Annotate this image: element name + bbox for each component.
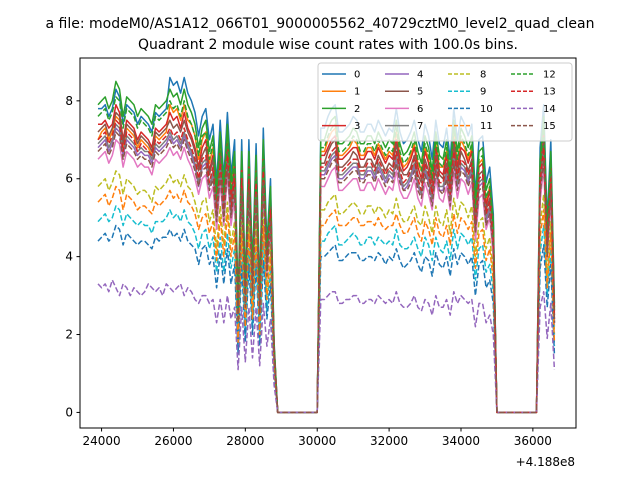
- legend-label-12: 12: [543, 70, 556, 81]
- figure-suptitle: a file: modeM0/AS1A12_066T01_9000005562_…: [46, 16, 595, 32]
- legend-label-7: 7: [417, 121, 423, 132]
- x-axis-ticks: 24000 26000 28000 30000 32000 34000 36000: [82, 428, 552, 448]
- legend-label-2: 2: [354, 104, 360, 115]
- x-tick-label: 24000: [82, 434, 120, 448]
- series-line-7: [97, 123, 556, 414]
- y-tick-label: 0: [65, 405, 73, 419]
- legend-label-4: 4: [417, 70, 423, 81]
- legend-label-8: 8: [480, 70, 486, 81]
- legend-label-13: 13: [543, 87, 556, 98]
- x-tick-label: 30000: [298, 434, 336, 448]
- series-line-15: [97, 131, 556, 414]
- y-axis-ticks: 0 2 4 6 8: [65, 94, 80, 419]
- y-tick-label: 8: [65, 94, 73, 108]
- x-tick-label: 26000: [154, 434, 192, 448]
- legend-frame: [317, 62, 573, 142]
- legend-label-9: 9: [480, 87, 486, 98]
- legend-label-10: 10: [480, 104, 493, 115]
- series-line-11: [97, 185, 556, 414]
- legend-label-14: 14: [543, 104, 556, 115]
- series-line-14: [97, 279, 556, 414]
- series-line-12: [97, 96, 556, 414]
- plot-area: 24000 26000 28000 30000 32000 34000 36000 0 2 4 6…: [65, 57, 577, 448]
- legend-label-11: 11: [480, 121, 493, 132]
- x-tick-label: 34000: [442, 434, 480, 448]
- x-tick-label: 28000: [226, 434, 264, 448]
- series-line-13: [97, 119, 556, 414]
- y-tick-label: 6: [65, 172, 73, 186]
- legend-label-5: 5: [417, 87, 423, 98]
- chart-title: Quadrant 2 module wise count rates with …: [138, 37, 518, 53]
- legend-label-6: 6: [417, 104, 423, 115]
- axes-frame: [79, 57, 577, 429]
- series-line-8: [97, 170, 556, 414]
- legend-label-3: 3: [354, 121, 360, 132]
- x-offset-label: +4.188e8: [516, 455, 575, 469]
- series-lines: [97, 76, 556, 414]
- series-line-9: [97, 205, 556, 414]
- x-tick-label: 32000: [370, 434, 408, 448]
- y-tick-label: 4: [65, 250, 73, 264]
- series-line-10: [97, 224, 556, 414]
- x-tick-label: 36000: [514, 434, 552, 448]
- legend-label-15: 15: [543, 121, 556, 132]
- series-line-5: [97, 111, 556, 414]
- y-tick-label: 2: [65, 328, 73, 342]
- legend-label-0: 0: [354, 70, 360, 81]
- legend-label-1: 1: [354, 87, 360, 98]
